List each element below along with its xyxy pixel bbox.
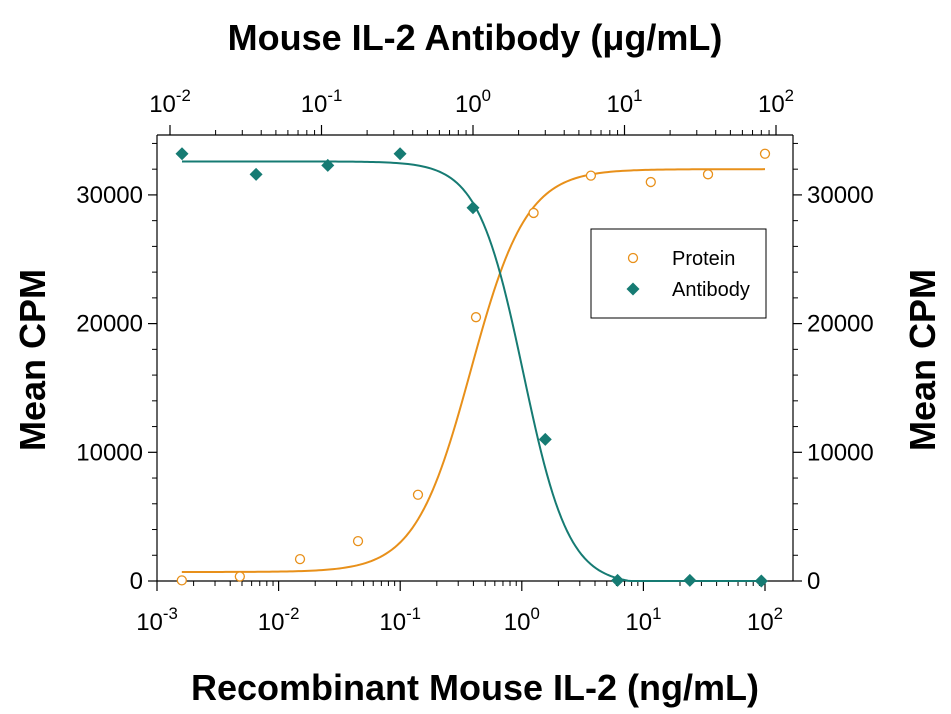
- data-point-antibody: [393, 147, 407, 161]
- x-bottom-tick-label: 10-3: [136, 604, 178, 636]
- data-point-protein: [528, 207, 539, 219]
- data-point-protein: [702, 169, 714, 180]
- data-point-antibody: [611, 573, 625, 587]
- data-point-protein: [470, 312, 482, 323]
- y-right-tick-label: 0: [807, 568, 820, 595]
- data-point-protein: [585, 170, 597, 181]
- fit-curve-protein: [181, 168, 766, 573]
- y-left-tick-label: 20000: [76, 311, 143, 338]
- data-point-antibody: [175, 147, 189, 161]
- legend-label-antibody: Antibody: [672, 279, 750, 301]
- fit-curves: [181, 160, 766, 582]
- y-left-tick-label: 10000: [76, 439, 143, 466]
- data-point-protein: [759, 148, 771, 159]
- x-axis-title: Recombinant Mouse IL-2 (ng/mL): [191, 667, 759, 708]
- data-points: [175, 147, 771, 588]
- y-left-tick-label: 30000: [76, 182, 143, 209]
- data-point-protein: [352, 535, 364, 547]
- x-top-tick-label: 10-2: [149, 86, 191, 118]
- data-point-protein: [234, 571, 245, 582]
- data-point-antibody: [249, 167, 263, 181]
- x-bottom-tick-label: 10-1: [379, 604, 421, 636]
- y-left-tick-label: 0: [130, 568, 143, 595]
- legend: Protein Antibody: [590, 228, 767, 319]
- legend-label-protein: Protein: [672, 248, 735, 270]
- x-bottom-tick-label: 10-2: [258, 604, 300, 636]
- x-bottom-tick-label: 101: [625, 604, 661, 636]
- x-bottom-tick-label: 102: [747, 604, 783, 636]
- y-right-tick-label: 30000: [807, 182, 874, 209]
- legend-box: [590, 228, 767, 319]
- data-point-antibody: [683, 573, 697, 587]
- data-point-antibody: [754, 574, 768, 588]
- y-axis-title-left: Mean CPM: [12, 269, 53, 451]
- data-point-antibody: [538, 432, 552, 446]
- x-top-tick-label: 102: [758, 86, 794, 118]
- x-top-tick-label: 10-1: [301, 86, 343, 118]
- y-right-tick-label: 20000: [807, 311, 874, 338]
- y-axis-title-right: Mean CPM: [902, 269, 943, 451]
- x-bottom-tick-label: 100: [504, 604, 540, 636]
- legend-marker-protein: [627, 252, 639, 264]
- x-top-tick-label: 101: [606, 86, 642, 118]
- axes: 10-3 10-2 10-1 100 101 102 10-2 10-1 100 101 102 0 0…: [76, 86, 874, 636]
- y-right-tick-label: 10000: [807, 439, 874, 466]
- legend-marker-antibody: [626, 282, 640, 296]
- x-top-tick-label: 100: [455, 86, 491, 118]
- data-point-protein: [176, 575, 187, 586]
- data-point-protein: [294, 553, 306, 565]
- fit-curve-antibody: [182, 160, 762, 582]
- top-axis-title: Mouse IL-2 Antibody (μg/mL): [228, 17, 723, 58]
- data-point-protein: [412, 489, 424, 500]
- data-point-protein: [645, 176, 656, 188]
- data-point-antibody: [466, 201, 480, 215]
- data-point-antibody: [321, 158, 335, 172]
